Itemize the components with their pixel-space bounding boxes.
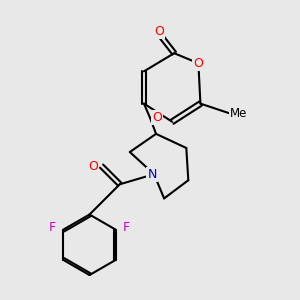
Text: O: O — [194, 57, 203, 70]
Text: F: F — [49, 221, 56, 234]
Text: N: N — [147, 168, 157, 181]
Text: O: O — [88, 160, 98, 172]
Text: O: O — [152, 111, 162, 124]
Text: Me: Me — [230, 107, 247, 120]
Text: F: F — [123, 221, 130, 234]
Text: O: O — [154, 25, 164, 38]
